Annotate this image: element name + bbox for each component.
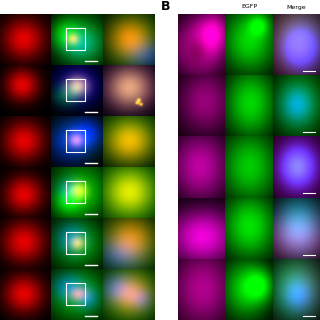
Text: Merge: Merge [286, 4, 306, 10]
Text: Merge: Merge [67, 4, 87, 10]
Text: HSPA8: HSPA8 [171, 281, 176, 298]
Text: SQSTM1: SQSTM1 [171, 95, 176, 117]
Text: BAG3: BAG3 [171, 37, 176, 52]
Bar [66, 283, 85, 305]
Text: VCP: VCP [171, 223, 176, 233]
Text: mCherry-GA: mCherry-GA [6, 4, 45, 10]
Bar [66, 232, 85, 254]
Text: EGFP: EGFP [241, 4, 257, 10]
Text: B: B [161, 1, 171, 13]
Text: UBXN6: UBXN6 [171, 158, 176, 176]
Bar [66, 181, 85, 203]
Bar [66, 130, 85, 152]
Bar [66, 79, 85, 101]
Bar [66, 28, 85, 50]
